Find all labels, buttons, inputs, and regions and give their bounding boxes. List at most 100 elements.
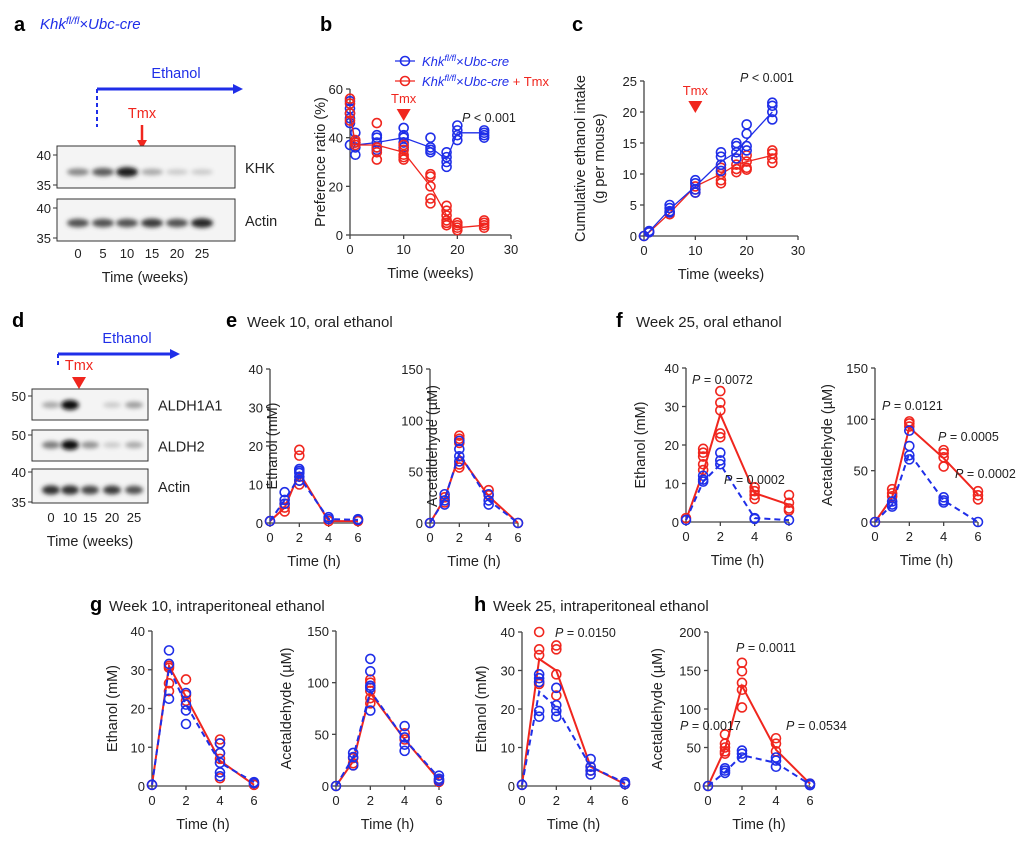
data-point [736, 677, 748, 689]
marker-label: 50 [12, 428, 26, 443]
marker-label: 35 [37, 231, 51, 246]
y-tick-label: 20 [131, 702, 145, 717]
y-tick-label: 0 [322, 779, 329, 794]
data-point [180, 674, 192, 685]
y-tick-label: 200 [679, 625, 701, 640]
data-point [294, 471, 305, 483]
x-axis-label: Time (h) [361, 817, 414, 833]
x-tick-label: 6 [354, 530, 361, 545]
p-symbol: P [955, 467, 964, 481]
y-axis-label: Ethanol (mM) [265, 402, 281, 489]
data-point [715, 458, 726, 470]
data-point [248, 777, 260, 789]
panel-letter-e: e [226, 310, 237, 332]
x-tick-label: 6 [514, 530, 521, 545]
data-point [938, 447, 949, 459]
data-point [736, 752, 748, 763]
data-point [741, 164, 752, 175]
x-tick-label: 2 [717, 529, 724, 544]
tmx-label: Tmx [128, 106, 157, 122]
x-axis-label: Time (weeks) [678, 267, 764, 283]
p-symbol: P [692, 373, 701, 387]
data-point [770, 732, 782, 744]
x-axis-label: Time (h) [176, 817, 229, 833]
series-line [521, 689, 626, 785]
chart-h1: 0 2 4 6 0 10 20 30 40 Time (h) Ethanol (mM) P = 0.0… [474, 625, 631, 833]
data-point [399, 732, 410, 743]
band [125, 401, 143, 409]
x-tick-label: 6 [785, 529, 792, 544]
data-point [441, 156, 452, 168]
tmx-marker-label: Tmx [391, 91, 417, 106]
series-tmx [869, 416, 984, 528]
y-axis-label: Acetaldehyde (µM) [650, 648, 666, 770]
y-tick-label: 40 [249, 362, 263, 377]
x-tick-label: 10 [688, 243, 702, 258]
data-point [424, 517, 436, 529]
marker-label: 40 [12, 465, 26, 480]
data-point [163, 693, 175, 705]
data-point [365, 705, 376, 716]
p-symbol: P [680, 719, 689, 733]
data-point [398, 151, 409, 163]
data-point [371, 154, 383, 165]
y-tick-label: 0 [694, 779, 701, 794]
x-tick-label: 4 [751, 529, 758, 544]
data-point [365, 682, 376, 694]
legend-label: Khkfl/fl×Ubc-cre + Tmx [422, 73, 549, 89]
blot-row-actin: 40 35 Actin [12, 465, 191, 510]
data-point [690, 181, 701, 192]
series-tmx [344, 93, 490, 236]
series-line [335, 688, 440, 787]
data-point [279, 506, 290, 517]
marker-label: 40 [37, 201, 51, 216]
blot-protein-label: Actin [158, 480, 190, 496]
series-line [685, 462, 790, 522]
data-point [344, 115, 356, 126]
data-point [741, 156, 752, 167]
series-line [429, 450, 519, 524]
data-point [741, 140, 752, 152]
x-tick-label: 2 [182, 793, 189, 808]
band [81, 441, 99, 449]
data-point [736, 665, 748, 677]
y-tick-label: 100 [307, 676, 329, 691]
p-value-annotation: P = 0.0150 [555, 626, 616, 640]
data-point [533, 669, 545, 680]
data-point [886, 496, 898, 507]
data-point [697, 458, 709, 470]
x-tick-label: 6 [435, 793, 442, 808]
chart-f2: 0 2 4 6 0 50 100 150 Time (h) Acetaldehyde (µM) P … [820, 361, 1016, 569]
band [103, 402, 121, 408]
panel-letter-h: h [474, 594, 486, 616]
y-tick-label: 40 [501, 625, 515, 640]
band [191, 169, 213, 175]
data-point [719, 742, 731, 753]
data-point [533, 705, 545, 717]
gene-name: Khk [422, 74, 446, 89]
lane-label: 10 [120, 246, 134, 261]
chart-g1: 0 2 4 6 0 10 20 30 40 Time (h) Ethanol (mM) [105, 624, 260, 833]
y-tick-label: 15 [623, 136, 637, 151]
data-point [352, 513, 364, 525]
y-tick-label: 30 [501, 664, 515, 679]
data-point [904, 421, 915, 432]
data-point [330, 780, 342, 792]
y-tick-label: 20 [329, 179, 343, 194]
blot-protein-label: Actin [245, 214, 277, 230]
data-point [180, 687, 192, 699]
series-line [643, 111, 773, 237]
data-point [736, 657, 748, 669]
data-point [715, 159, 727, 170]
data-point [697, 470, 709, 482]
y-tick-label: 150 [307, 624, 329, 639]
data-point [767, 100, 778, 112]
x-tick-label: 0 [332, 793, 339, 808]
p-symbol: P [724, 473, 733, 487]
data-point [180, 699, 192, 710]
series-tmx [146, 660, 260, 791]
tmx-triangle-icon [72, 377, 86, 389]
lane-label: 20 [170, 246, 184, 261]
y-tick-label: 50 [687, 741, 701, 756]
data-point [294, 450, 305, 461]
